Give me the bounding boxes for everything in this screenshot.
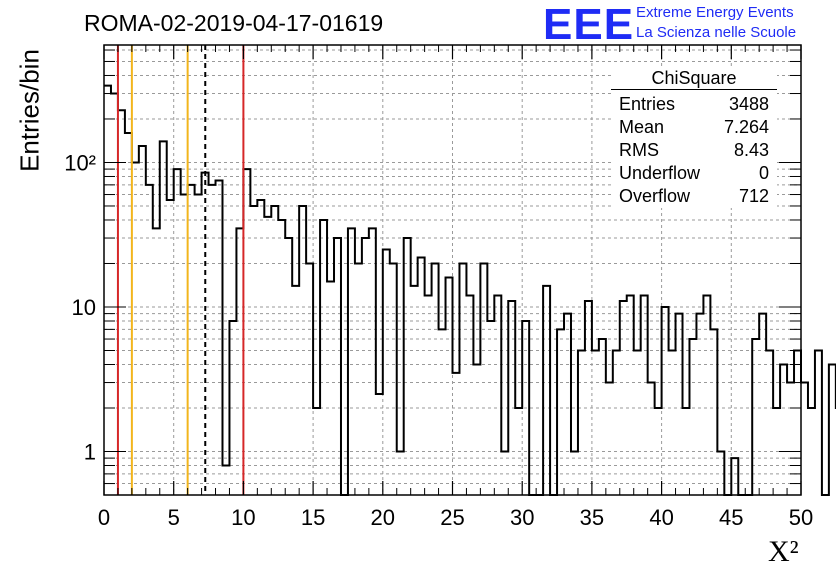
stats-row-mean: Mean 7.264 (611, 116, 777, 139)
chart-title: ROMA-02-2019-04-17-01619 (84, 10, 384, 36)
stats-box: ChiSquare Entries 3488 Mean 7.264 RMS 8.… (611, 67, 777, 208)
stats-row-rms: RMS 8.43 (611, 139, 777, 162)
x-tick-label: 10 (231, 505, 255, 530)
stats-label: Underflow (619, 163, 701, 183)
stats-label: Overflow (619, 186, 691, 206)
stats-value: 3488 (728, 94, 769, 114)
x-tick-label: 35 (580, 505, 604, 530)
y-tick-label: 10 (72, 295, 96, 320)
stats-title: ChiSquare (611, 67, 777, 90)
axis-ticks (103, 45, 802, 496)
x-tick-label: 25 (440, 505, 464, 530)
x-tick-label: 40 (649, 505, 673, 530)
tick-labels: 0 5 10 15 20 25 30 35 40 45 50 1 10 10² (64, 150, 813, 530)
x-tick-label: 5 (168, 505, 180, 530)
x-tick-label: 0 (98, 505, 110, 530)
x-tick-label: 15 (301, 505, 325, 530)
eee-tagline-line1: Extreme Energy Events (636, 4, 794, 21)
eee-tagline: Extreme Energy Events La Scienza nelle S… (636, 3, 796, 43)
eee-tagline-line2: La Scienza nelle Scuole (636, 24, 797, 41)
stats-value: 712 (738, 186, 769, 206)
marker-lines (116, 45, 245, 495)
y-tick-label: 1 (84, 439, 96, 464)
stats-value: 7.264 (723, 117, 769, 137)
stats-row-underflow: Underflow 0 (611, 162, 777, 185)
stats-label: Mean (619, 117, 665, 137)
histogram-series (104, 84, 836, 496)
y-tick-label: 10² (64, 150, 96, 175)
stats-value: 8.43 (733, 140, 769, 160)
x-axis-label: X² (768, 535, 799, 568)
x-tick-label: 50 (789, 505, 813, 530)
x-tick-label: 30 (510, 505, 534, 530)
stats-label: Entries (619, 94, 676, 114)
eee-logo: EEE (543, 0, 635, 49)
x-tick-label: 20 (371, 505, 395, 530)
stats-value: 0 (758, 163, 769, 183)
stats-row-overflow: Overflow 712 (611, 185, 777, 208)
stats-row-entries: Entries 3488 (611, 93, 777, 116)
y-axis-label: Entries/bin (14, 49, 45, 172)
stats-label: RMS (619, 140, 659, 160)
x-tick-label: 45 (719, 505, 743, 530)
